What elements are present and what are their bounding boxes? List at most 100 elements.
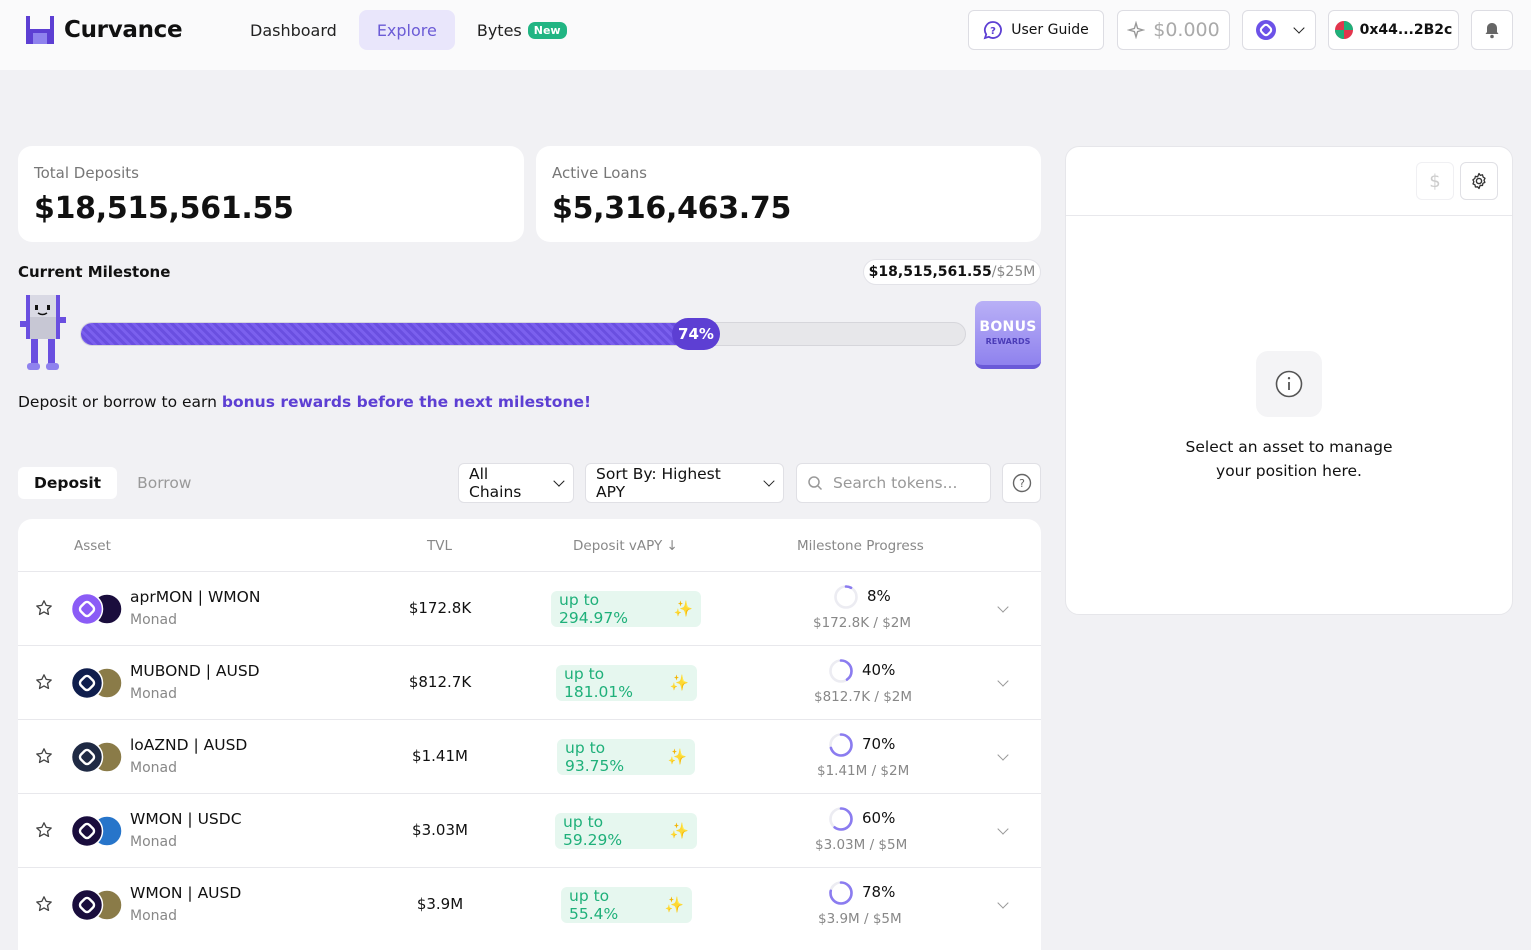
token-pair-icon bbox=[70, 888, 123, 922]
asset-chain: Monad bbox=[130, 908, 177, 924]
deposit-apy-value: up to 93.75% bbox=[565, 739, 625, 775]
deposit-apy-badge[interactable]: up to 55.4% ✨ bbox=[561, 887, 692, 923]
header-tvl[interactable]: TVL bbox=[427, 538, 453, 554]
asset-chain: Monad bbox=[130, 612, 177, 628]
asset-chain: Monad bbox=[130, 686, 177, 702]
nav-dashboard[interactable]: Dashboard bbox=[250, 20, 337, 40]
milestone-progress-fill bbox=[81, 323, 696, 345]
bonus-rewards-badge: BONUS REWARDS bbox=[975, 301, 1041, 369]
help-button[interactable]: ? bbox=[1002, 463, 1041, 503]
chevron-down-icon[interactable] bbox=[997, 749, 1009, 761]
milestone-ring bbox=[834, 585, 858, 609]
star-icon[interactable] bbox=[35, 821, 53, 839]
star-icon[interactable] bbox=[35, 599, 53, 617]
nav-bytes[interactable]: Bytes New bbox=[459, 10, 585, 50]
tab-deposit[interactable]: Deposit bbox=[18, 467, 118, 499]
total-deposits-card: Total Deposits $18,515,561.55 bbox=[18, 146, 524, 242]
star-icon[interactable] bbox=[35, 673, 53, 691]
table-row[interactable]: WMON | AUSD Monad $3.9M up to 55.4% ✨ 78… bbox=[18, 867, 1041, 941]
chevron-down-icon[interactable] bbox=[997, 675, 1009, 687]
brand-name: Curvance bbox=[64, 17, 183, 43]
chevron-down-icon bbox=[1293, 22, 1305, 34]
asset-tvl: $1.41M bbox=[412, 747, 468, 765]
wallet-button[interactable]: 0x44...2B2c bbox=[1328, 10, 1459, 50]
milestone-ring bbox=[829, 659, 853, 683]
markets-table: Asset TVL Deposit vAPY ↓ Milestone Progr… bbox=[18, 519, 1041, 950]
deposit-apy-badge[interactable]: up to 294.97% ✨ bbox=[551, 591, 701, 627]
nav-bytes-label: Bytes bbox=[476, 20, 522, 40]
token-pair-icon bbox=[70, 740, 123, 774]
sparkle-icon: ✨ bbox=[673, 600, 693, 618]
search-box[interactable]: Search tokens... bbox=[796, 463, 991, 503]
total-deposits-value: $18,515,561.55 bbox=[34, 191, 294, 226]
new-badge: New bbox=[527, 21, 567, 39]
milestone-message-highlight[interactable]: bonus rewards before the next milestone! bbox=[221, 393, 592, 411]
main-nav: Dashboard Explore Bytes New bbox=[232, 10, 585, 50]
panel-divider bbox=[1066, 215, 1512, 216]
milestone-amount: $3.9M / $5M bbox=[818, 911, 902, 927]
star-icon[interactable] bbox=[35, 747, 53, 765]
balance-button[interactable]: $0.000 bbox=[1117, 10, 1230, 50]
question-circle-icon: ? bbox=[1012, 473, 1031, 493]
panel-message-line2: your position here. bbox=[1216, 462, 1362, 480]
milestone-target: /$25M bbox=[991, 264, 1036, 280]
sparkle-icon: ✨ bbox=[664, 896, 684, 914]
deposit-apy-value: up to 55.4% bbox=[569, 887, 619, 923]
search-icon bbox=[808, 476, 823, 491]
milestone-title: Current Milestone bbox=[18, 263, 171, 281]
asset-pair-name: WMON | USDC bbox=[130, 810, 242, 828]
svg-text:?: ? bbox=[990, 26, 996, 37]
table-row[interactable]: aprMON | WMON Monad $172.8K up to 294.97… bbox=[18, 571, 1041, 645]
chevron-down-icon bbox=[553, 475, 565, 487]
notifications-button[interactable] bbox=[1471, 10, 1513, 50]
nav-explore[interactable]: Explore bbox=[358, 10, 455, 50]
chain-filter-dropdown[interactable]: All Chains bbox=[458, 463, 574, 503]
currency-toggle-button[interactable]: $ bbox=[1416, 162, 1454, 200]
deposit-apy-value: up to 59.29% bbox=[563, 813, 623, 849]
milestone-ring bbox=[829, 807, 853, 831]
table-row[interactable]: MUBOND | AUSD Monad $812.7K up to 181.01… bbox=[18, 645, 1041, 719]
deposit-apy-badge[interactable]: up to 93.75% ✨ bbox=[557, 739, 695, 775]
header-deposit-apy[interactable]: Deposit vAPY ↓ bbox=[573, 538, 678, 554]
milestone-amount: $812.7K / $2M bbox=[814, 689, 913, 705]
settings-button[interactable] bbox=[1460, 162, 1498, 200]
chain-filter-value: All Chains bbox=[469, 465, 522, 501]
wallet-address: 0x44...2B2c bbox=[1359, 22, 1453, 38]
asset-pair-name: WMON | AUSD bbox=[130, 884, 242, 902]
active-loans-card: Active Loans $5,316,463.75 bbox=[536, 146, 1041, 242]
wallet-avatar-icon bbox=[1334, 21, 1353, 39]
star-icon[interactable] bbox=[35, 895, 53, 913]
chevron-down-icon[interactable] bbox=[997, 897, 1009, 909]
user-guide-label: User Guide bbox=[1011, 22, 1089, 38]
asset-tvl: $3.9M bbox=[416, 895, 464, 913]
deposit-apy-badge[interactable]: up to 181.01% ✨ bbox=[556, 665, 697, 701]
sort-dropdown[interactable]: Sort By: Highest APY bbox=[585, 463, 784, 503]
chevron-down-icon[interactable] bbox=[997, 823, 1009, 835]
asset-tvl: $172.8K bbox=[408, 599, 472, 617]
chevron-down-icon[interactable] bbox=[997, 601, 1009, 613]
sparkle-icon: ✨ bbox=[669, 822, 689, 840]
asset-chain: Monad bbox=[130, 760, 177, 776]
position-panel: $ Select an asset to manage your positio… bbox=[1065, 146, 1513, 615]
chain-selector[interactable] bbox=[1242, 10, 1316, 50]
sort-arrow-down-icon: ↓ bbox=[666, 538, 678, 554]
token-pair-icon bbox=[70, 592, 123, 626]
asset-chain: Monad bbox=[130, 834, 177, 850]
table-row[interactable]: loAZND | AUSD Monad $1.41M up to 93.75% … bbox=[18, 719, 1041, 793]
deposit-apy-badge[interactable]: up to 59.29% ✨ bbox=[555, 813, 697, 849]
gear-icon bbox=[1472, 172, 1486, 190]
curvance-logo-icon bbox=[26, 16, 54, 44]
milestone-message-prefix: Deposit or borrow to earn bbox=[18, 393, 222, 411]
panel-empty-message: Select an asset to manage your position … bbox=[1066, 435, 1512, 483]
sort-value: Sort By: Highest APY bbox=[596, 465, 721, 501]
active-loans-label: Active Loans bbox=[552, 164, 647, 182]
header-asset: Asset bbox=[74, 538, 111, 554]
deposit-borrow-tabs: Deposit Borrow bbox=[18, 467, 208, 499]
brand-logo[interactable]: Curvance bbox=[26, 16, 183, 44]
milestone-amount: $1.41M / $2M bbox=[817, 763, 910, 779]
tab-borrow[interactable]: Borrow bbox=[137, 474, 192, 492]
table-row[interactable]: WMON | USDC Monad $3.03M up to 59.29% ✨ … bbox=[18, 793, 1041, 867]
user-guide-button[interactable]: ? User Guide bbox=[968, 10, 1104, 50]
search-placeholder: Search tokens... bbox=[833, 474, 958, 492]
mascot-icon bbox=[20, 295, 66, 370]
